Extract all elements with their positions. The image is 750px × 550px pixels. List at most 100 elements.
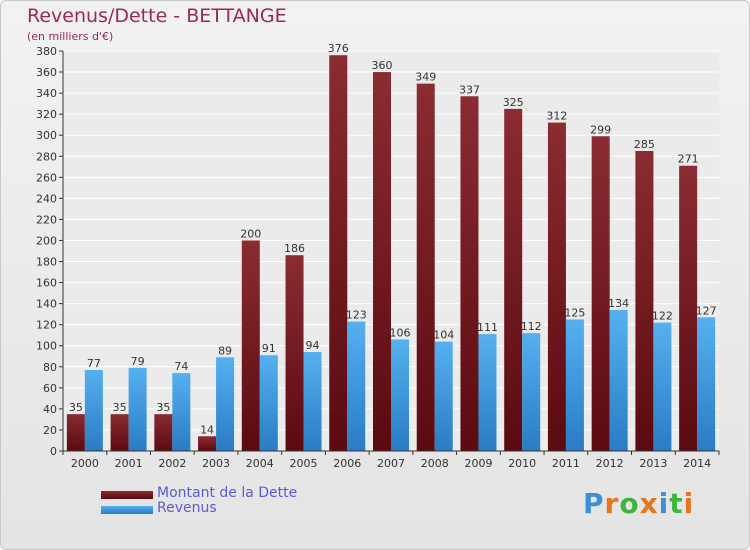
y-tick-label: 300 [36,129,57,142]
bar-revenus [128,367,147,451]
data-label-revenus: 89 [218,344,232,357]
bar-dette [329,55,348,452]
data-label-revenus: 94 [306,339,320,352]
bar-revenus [434,341,453,451]
bar-dette [591,136,610,451]
bar-dette [241,240,260,451]
legend-label-revenus: Revenus [157,500,217,516]
data-label-revenus: 134 [608,297,629,310]
bar-dette [154,414,173,451]
data-label-revenus: 91 [262,342,276,355]
bar-dette [679,165,698,451]
data-label-dette: 186 [284,242,305,255]
logo-letter: P [583,487,605,520]
data-label-revenus: 74 [174,360,188,373]
x-tick-label: 2011 [552,457,580,470]
y-tick-label: 280 [36,150,57,163]
logo-letter: r [604,487,620,520]
y-tick-label: 120 [36,319,57,332]
y-tick-label: 40 [43,403,57,416]
y-tick-label: 340 [36,87,57,100]
y-tick-label: 260 [36,171,57,184]
data-label-dette: 271 [678,153,699,166]
data-label-revenus: 111 [477,321,498,334]
data-label-dette: 299 [590,123,611,136]
bar-dette [635,151,654,451]
data-label-revenus: 112 [521,320,542,333]
bar-dette [416,83,435,451]
y-tick-label: 0 [50,445,57,458]
data-label-revenus: 104 [433,329,454,342]
data-label-dette: 35 [113,401,127,414]
data-label-revenus: 106 [390,326,411,339]
logo-letter: x [639,487,659,520]
x-tick-label: 2010 [508,457,536,470]
x-tick-label: 2008 [421,457,449,470]
x-tick-label: 2013 [639,457,667,470]
x-tick-label: 2004 [246,457,274,470]
data-label-dette: 360 [372,59,393,72]
data-label-dette: 349 [415,71,436,84]
data-label-revenus: 77 [87,357,101,370]
bar-dette [504,108,523,451]
bar-dette [373,72,391,451]
bar-revenus [565,319,584,451]
bar-revenus [522,333,541,451]
x-tick-label: 2009 [464,457,492,470]
data-label-revenus: 79 [131,355,145,368]
x-tick-label: 2014 [683,457,711,470]
chart-title: Revenus/Dette - BETTANGE [27,5,287,27]
legend-label-dette: Montant de la Dette [157,485,298,501]
bar-dette [110,414,129,451]
x-tick-label: 2001 [115,457,143,470]
x-tick-label: 2003 [202,457,230,470]
x-tick-label: 2012 [596,457,624,470]
bar-dette [460,96,479,452]
data-label-dette: 35 [156,401,170,414]
bar-revenus [609,309,628,451]
bar-revenus [259,355,278,451]
bar-revenus [653,322,672,451]
logo-letter: i [658,487,670,520]
bar-revenus [697,317,716,451]
data-label-revenus: 122 [652,310,673,323]
data-label-dette: 376 [328,42,349,55]
data-label-dette: 285 [634,138,655,151]
logo-letter: o [619,487,640,520]
data-label-revenus: 123 [346,309,367,322]
data-label-revenus: 127 [696,304,717,317]
bar-dette [547,122,566,451]
y-tick-label: 20 [43,424,57,437]
y-tick-label: 100 [36,340,57,353]
y-tick-label: 200 [36,234,57,247]
bar-revenus [347,321,366,451]
data-label-dette: 35 [69,401,83,414]
data-label-dette: 312 [546,110,567,123]
data-label-dette: 325 [503,96,524,109]
bar-revenus [478,334,497,451]
bar-revenus [172,373,191,451]
data-label-dette: 337 [459,83,480,96]
bar-revenus [216,357,235,451]
chart-subtitle: (en milliers d'€) [27,30,114,43]
x-tick-label: 2006 [333,457,361,470]
x-tick-label: 2007 [377,457,405,470]
bar-dette [198,436,217,451]
logo-letter: t [669,487,684,520]
x-tick-label: 2005 [290,457,318,470]
proxiti-logo: Proxiti [583,487,694,520]
logo-letter: i [683,487,695,520]
bar-revenus [391,339,409,451]
y-tick-label: 140 [36,298,57,311]
data-label-dette: 200 [240,227,261,240]
y-tick-label: 320 [36,108,57,121]
x-tick-label: 2000 [71,457,99,470]
legend-swatch-dette [101,491,153,499]
y-tick-label: 60 [43,382,57,395]
y-tick-label: 220 [36,213,57,226]
y-tick-label: 360 [36,66,57,79]
bar-revenus [303,352,322,451]
bar-dette [66,414,85,451]
